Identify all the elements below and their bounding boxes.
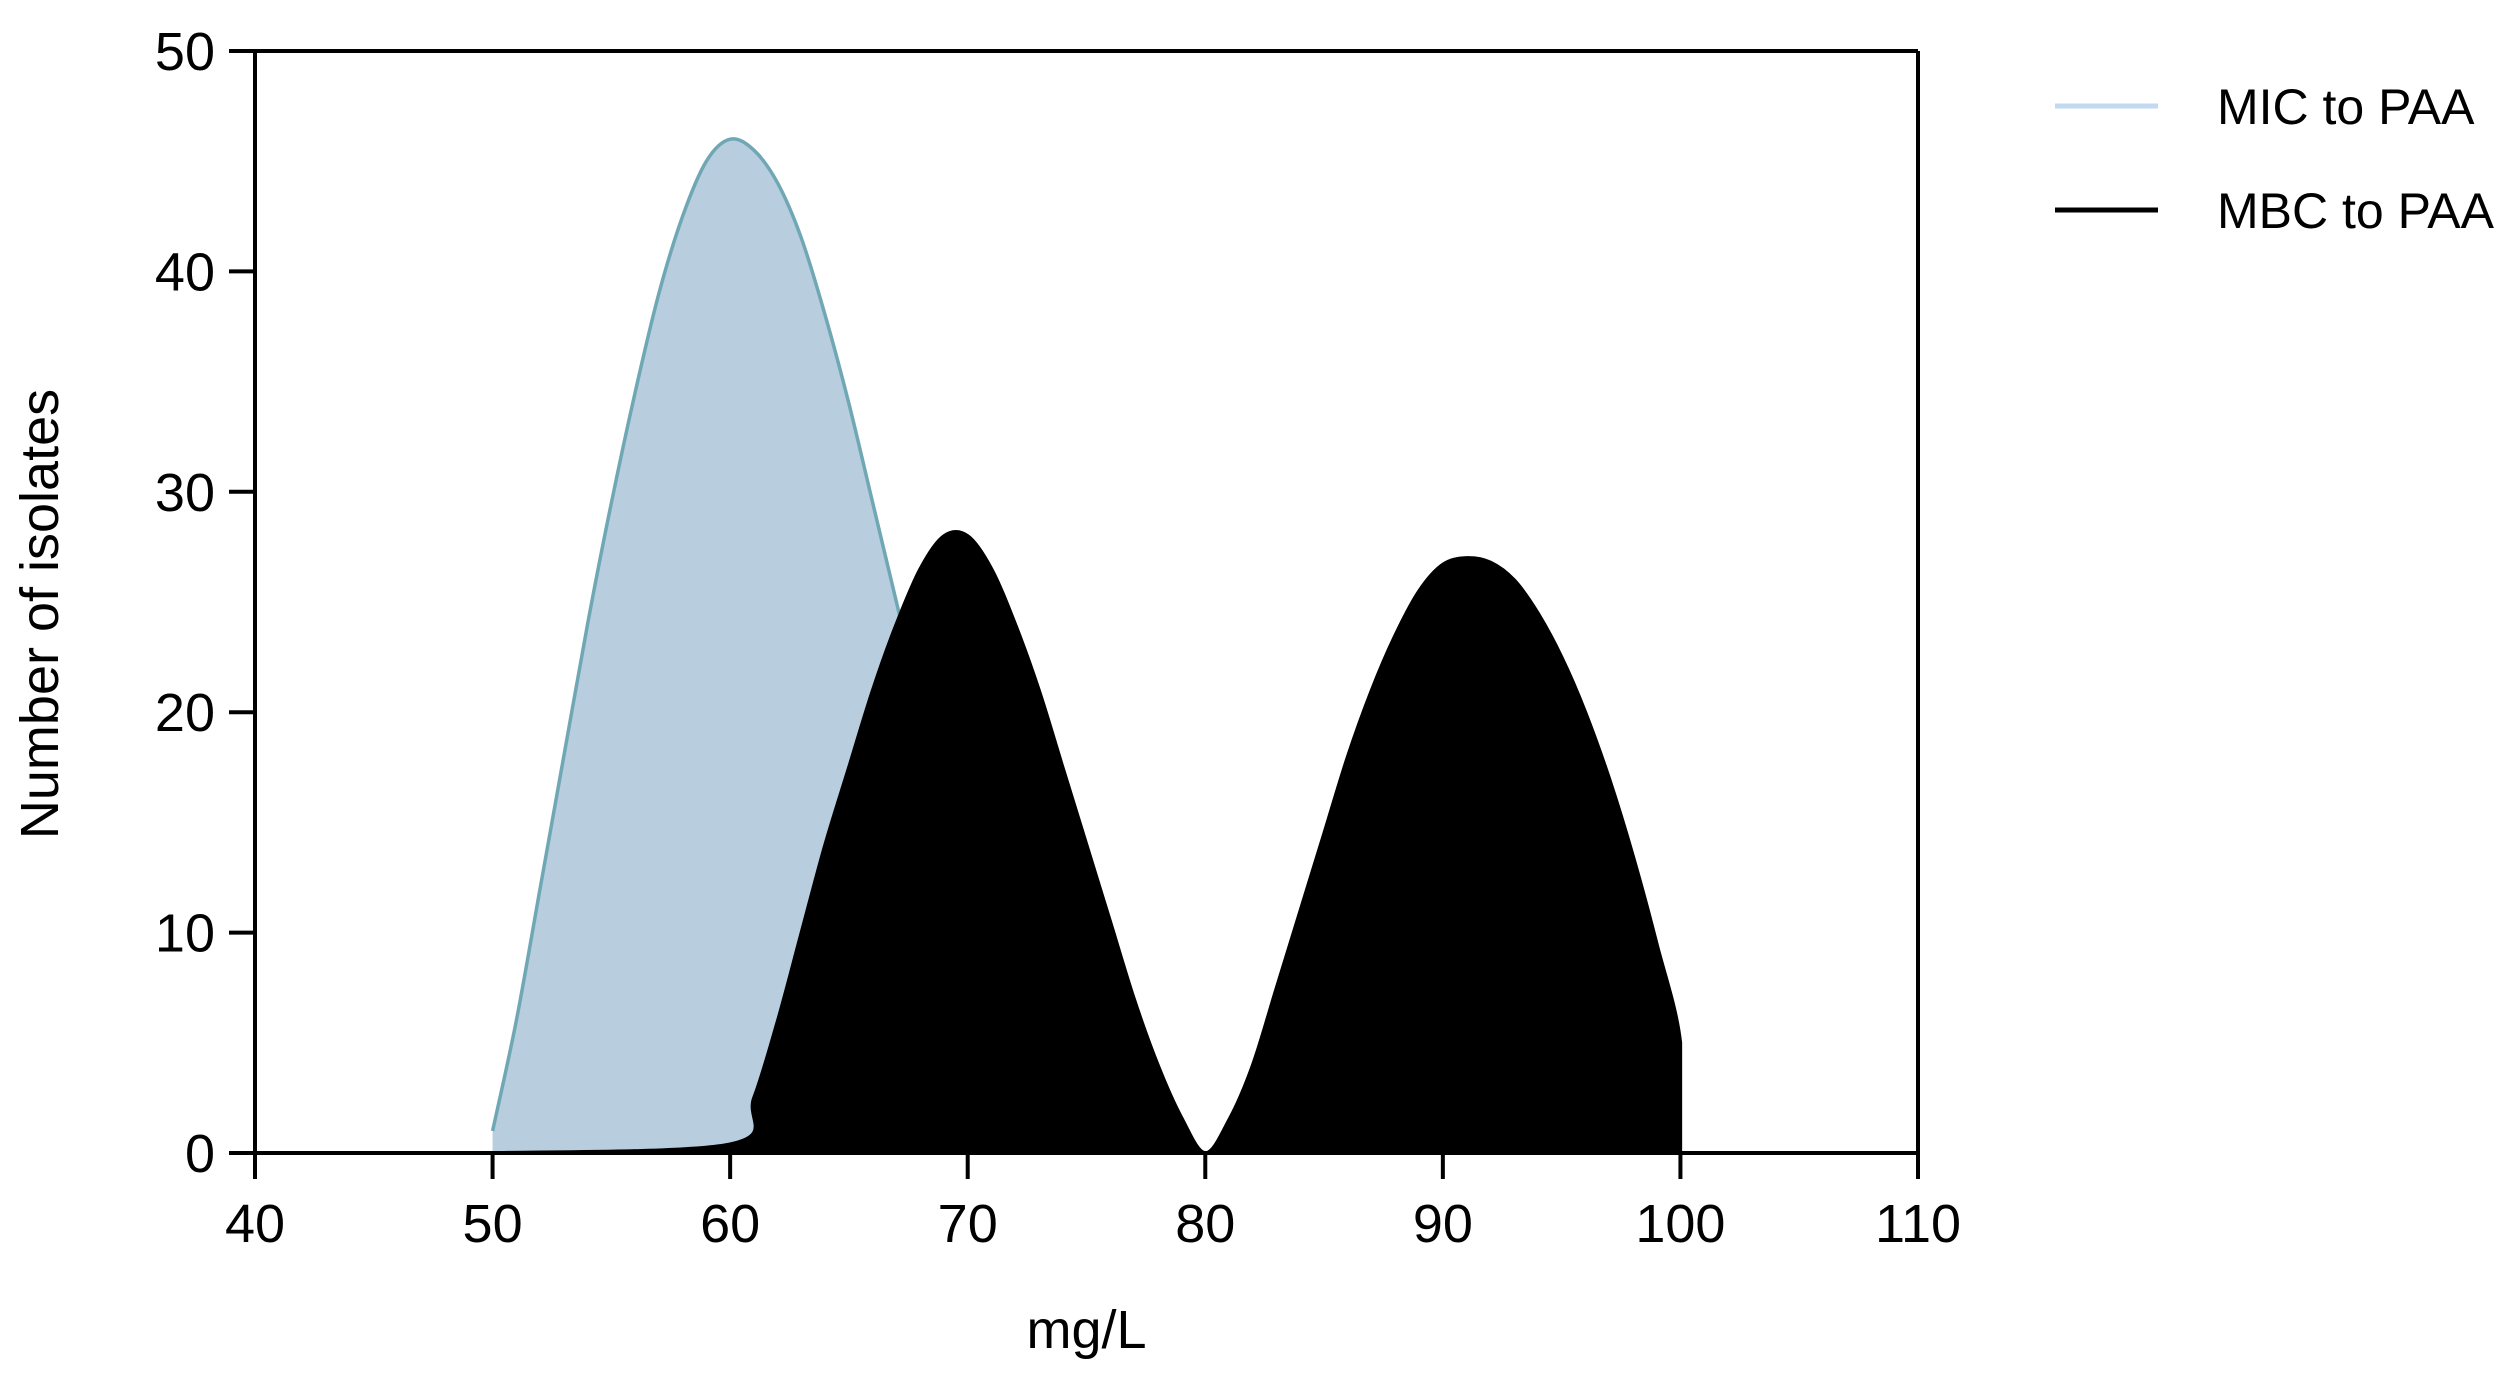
series-layer	[490, 137, 1683, 1156]
x-axis-title: mg/L	[1026, 1300, 1146, 1360]
x-tick-label-80: 80	[1175, 1194, 1235, 1254]
y-tick-label-10: 10	[155, 904, 215, 964]
series-mbc-to-paa	[492, 530, 1683, 1155]
y-axis-title: Number of isolates	[10, 389, 70, 839]
area-mbc-to-paa	[492, 531, 1681, 1154]
legend-label-mic-to-paa: MIC to PAA	[2217, 79, 2475, 135]
x-tick-label-50: 50	[463, 1194, 523, 1254]
y-tick-label-20: 20	[155, 683, 215, 743]
area-mic-to-paa	[492, 138, 1681, 1154]
x-tick-label-100: 100	[1635, 1194, 1725, 1254]
y-tick-label-0: 0	[185, 1124, 215, 1184]
legend-label-mbc-to-paa: MBC to PAA	[2217, 183, 2495, 239]
y-tick-label-30: 30	[155, 463, 215, 523]
x-tick-label-110: 110	[1875, 1194, 1961, 1254]
line-mbc-to-paa	[492, 530, 1683, 1155]
x-tick-label-70: 70	[938, 1194, 998, 1254]
axis-layer: 40 50 60 70 80 90 100 110 0 10 20 30 40 50 mg/L Number …	[10, 22, 1961, 1360]
y-tick-label-50: 50	[155, 22, 215, 82]
x-tick-label-40: 40	[225, 1194, 285, 1254]
y-tick-label-40: 40	[155, 242, 215, 302]
x-tick-label-60: 60	[700, 1194, 760, 1254]
x-tick-label-90: 90	[1413, 1194, 1473, 1254]
legend: MIC to PAA MBC to PAA	[2055, 79, 2495, 239]
